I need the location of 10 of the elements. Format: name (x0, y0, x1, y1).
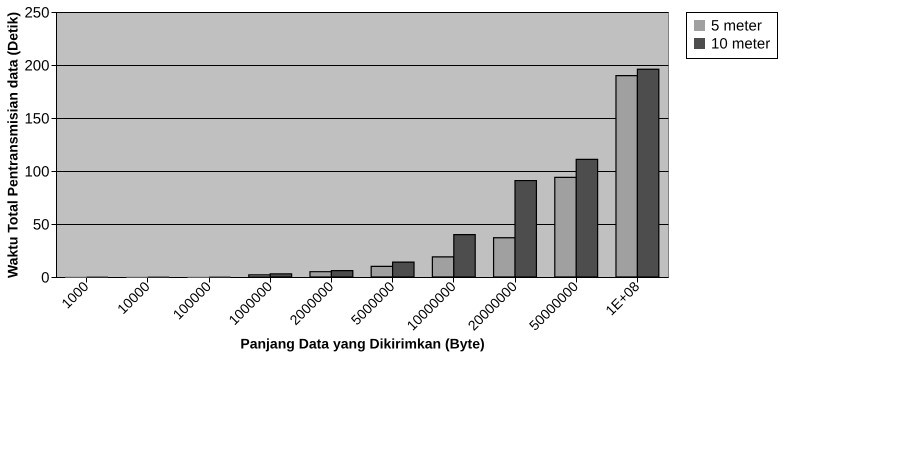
y-tick-label: 100 (24, 164, 50, 180)
y-tick-label: 250 (24, 4, 50, 22)
legend-label: 10 meter (711, 36, 770, 52)
legend-label: 5 meter (711, 18, 762, 34)
y-tick-label: 150 (24, 110, 50, 128)
y-tick-label: 0 (41, 270, 50, 286)
y-tick-label: 50 (32, 216, 50, 234)
y-tick-label: 200 (24, 58, 50, 74)
y-axis-title: Waktu Total Pentransmisian data (Detik) (4, 12, 20, 278)
x-axis-title: Panjang Data yang Dikirimkan (Byte) (240, 335, 485, 352)
